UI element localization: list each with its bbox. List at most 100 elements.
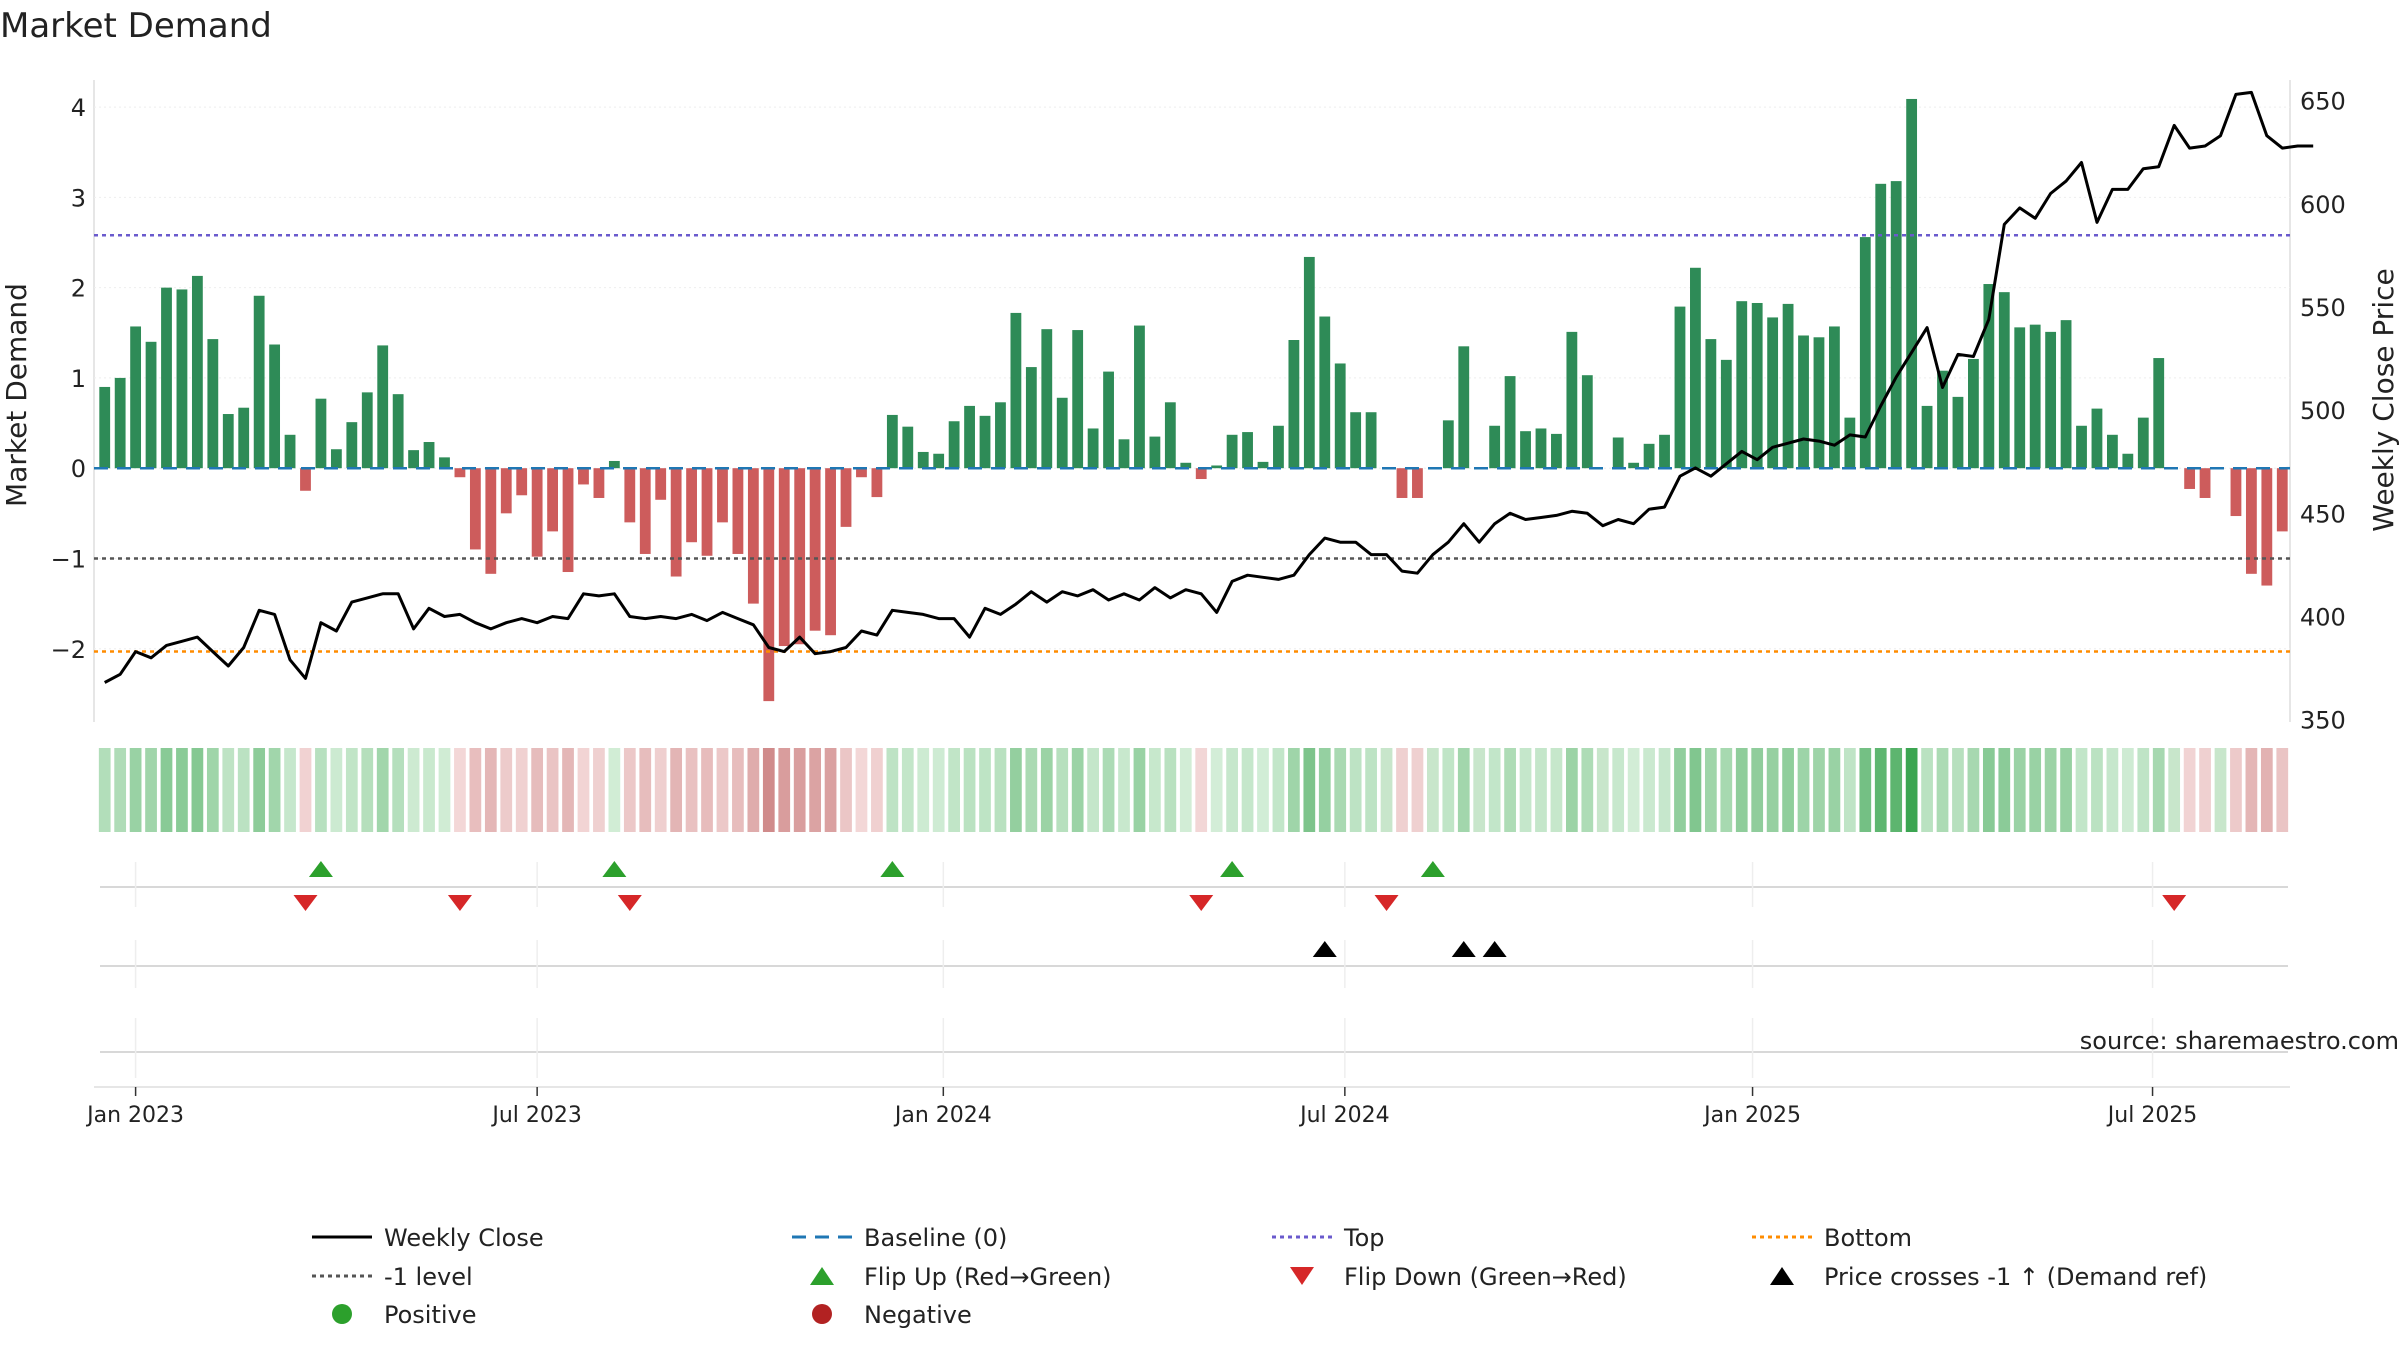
heat-strip-cell (1704, 748, 1717, 832)
signal-marker-rows (100, 861, 2288, 1078)
positive-demand-bar (315, 398, 327, 469)
x-tick-label: Jul 2024 (1298, 1103, 1390, 1128)
heat-strip-cell (732, 748, 744, 832)
heat-strip-cell (2183, 748, 2196, 832)
positive-demand-bar (1736, 301, 1748, 469)
heat-strip-cell (716, 748, 729, 832)
positive-demand-bar (1751, 302, 1763, 469)
heat-strip-cell (886, 748, 899, 832)
negative-demand-bar (485, 468, 497, 574)
heat-strip-cell (932, 748, 945, 832)
positive-demand-bar (1072, 330, 1084, 469)
legend-item: Price crosses -1 ↑ (Demand ref) (1770, 1263, 2207, 1291)
heat-strip-cell (500, 748, 513, 832)
heat-strip-cell (1519, 748, 1532, 832)
positive-demand-bar (1659, 434, 1670, 469)
heat-strip-cell (1195, 748, 1208, 832)
price-cross-marker (1451, 941, 1476, 957)
positive-demand-bar (2029, 324, 2041, 469)
heat-strip-cell (176, 748, 188, 832)
negative-demand-bar (809, 468, 821, 631)
heat-strip-cell (1102, 748, 1115, 832)
negative-demand-bar (2184, 468, 2196, 489)
demand-bar-panel: −2 −1 0 1 2 3 4 350 400 450 500 550 600 650 (51, 80, 2346, 735)
heat-strip-cell (98, 748, 111, 832)
heat-strip-cell (2091, 748, 2103, 832)
heat-strip-cell (484, 748, 497, 832)
negative-demand-bar (2276, 468, 2288, 532)
negative-demand-bar (593, 468, 605, 498)
positive-demand-bar (1690, 267, 1701, 469)
heat-strip-cell (2060, 748, 2072, 832)
legend-label: Price crosses -1 ↑ (Demand ref) (1824, 1263, 2207, 1291)
positive-demand-bar (1257, 461, 1269, 469)
positive-demand-bar (1952, 396, 1964, 469)
heat-strip-cell (1118, 748, 1130, 832)
y2-tick-label: 350 (2300, 707, 2346, 735)
heat-strip-cell (237, 748, 250, 832)
heat-strip-cell (268, 748, 281, 832)
negative-demand-bar (871, 468, 883, 498)
positive-demand-bar (1612, 437, 1624, 469)
positive-demand-bar (2060, 320, 2072, 469)
negative-demand-bar (2261, 468, 2273, 586)
positive-demand-bar (1551, 433, 1562, 469)
heat-strip-cell (469, 748, 482, 832)
positive-demand-bar (161, 287, 172, 469)
y-tick-label: 3 (71, 184, 86, 212)
legend-item: Flip Down (Green→Red) (1290, 1263, 1627, 1291)
heat-strip-cell (793, 748, 806, 832)
heat-strip-cell (1164, 748, 1177, 832)
positive-demand-bar (886, 414, 898, 469)
heat-strip-cell (1272, 748, 1285, 832)
positive-demand-bar (1180, 462, 1192, 469)
flip-down-marker (447, 895, 472, 911)
heat-strip-cell (855, 748, 868, 832)
heat-strip-cell (994, 748, 1007, 832)
positive-demand-bar (1458, 346, 1470, 469)
positive-demand-bar (1983, 284, 1995, 469)
positive-demand-bar (2106, 434, 2118, 469)
flip-down-marker (1189, 895, 1214, 911)
positive-demand-bar (1334, 363, 1346, 469)
positive-demand-bar (995, 402, 1006, 469)
positive-demand-bar (1489, 425, 1501, 469)
y2-tick-label: 550 (2300, 294, 2346, 322)
positive-demand-bar (979, 415, 991, 469)
heat-strip-cell (2199, 748, 2211, 832)
y2-tick-label: 600 (2300, 191, 2346, 219)
heat-strip-cell (160, 748, 173, 832)
positive-demand-bar (1149, 436, 1161, 469)
heat-strip-cell (454, 748, 466, 832)
y2-tick-label: 650 (2300, 88, 2346, 116)
positive-demand-bar (1720, 359, 1732, 469)
heat-strip-cell (2106, 748, 2119, 832)
negative-demand-bar (578, 468, 589, 485)
y2-tick-label: 400 (2300, 604, 2346, 632)
heat-strip-cell (685, 748, 698, 832)
negative-demand-bar (2199, 468, 2211, 498)
heat-strip-cell (670, 748, 683, 832)
positive-demand-bar (1890, 181, 1902, 469)
demand-heat-strip (98, 748, 2289, 832)
heat-strip-cell (2075, 748, 2088, 832)
heat-strip-cell (1288, 748, 1300, 832)
heat-strip-cell (762, 748, 775, 832)
negative-demand-bar (840, 468, 852, 527)
positive-demand-bar (439, 457, 450, 469)
positive-demand-bar (1350, 412, 1362, 469)
heat-strip-cell (1936, 748, 1949, 832)
positive-demand-bar (361, 392, 373, 469)
heat-strip-cell (2245, 748, 2258, 832)
y-tick-label: 1 (71, 365, 86, 393)
y-tick-label: −2 (51, 636, 86, 664)
heat-strip-cell (1674, 748, 1686, 832)
heat-strip-cell (145, 748, 157, 832)
heat-strip-cell (1056, 748, 1069, 832)
positive-demand-bar (1288, 340, 1300, 469)
heat-strip-cell (1720, 748, 1733, 832)
heat-strip-cell (1303, 748, 1316, 832)
positive-demand-bar (1242, 432, 1253, 469)
negative-demand-bar (670, 468, 682, 577)
